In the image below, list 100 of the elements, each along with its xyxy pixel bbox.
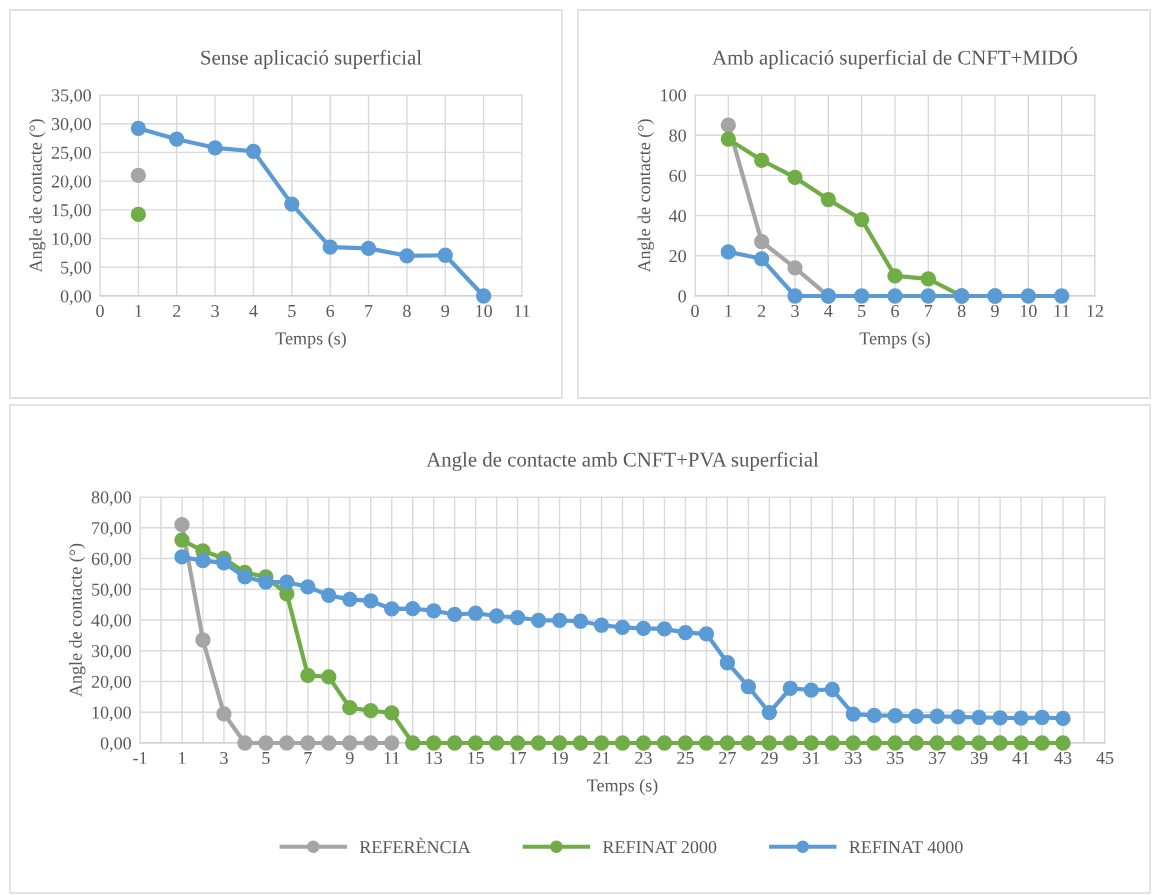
point bbox=[342, 591, 358, 608]
point bbox=[1034, 735, 1050, 751]
point bbox=[437, 247, 453, 263]
x-tick-label: 9 bbox=[441, 304, 450, 318]
x-axis-title: Temps (s) bbox=[859, 331, 930, 349]
x-tick-label: 9 bbox=[991, 304, 999, 318]
x-tick-label: 23 bbox=[635, 751, 652, 765]
point bbox=[929, 708, 945, 724]
point bbox=[321, 735, 337, 751]
x-tick-label: 5 bbox=[262, 752, 270, 765]
x-axis-title: Temps (s) bbox=[587, 778, 658, 796]
point bbox=[593, 735, 610, 751]
point bbox=[363, 735, 379, 751]
point bbox=[245, 143, 262, 159]
y-tick-label: 10,00 bbox=[92, 706, 131, 722]
point bbox=[1055, 735, 1071, 751]
y-tick-label: 50,00 bbox=[92, 583, 131, 599]
point bbox=[174, 549, 190, 565]
point bbox=[950, 709, 966, 725]
point bbox=[845, 735, 861, 751]
point bbox=[950, 735, 966, 751]
point bbox=[820, 191, 836, 208]
x-tick-label: 3 bbox=[791, 304, 799, 318]
point bbox=[384, 601, 400, 617]
point bbox=[698, 626, 715, 642]
point bbox=[321, 587, 337, 604]
y-tick-label: 60 bbox=[669, 169, 686, 182]
point bbox=[908, 708, 924, 724]
x-tick-label: 5 bbox=[288, 305, 296, 318]
point bbox=[866, 707, 882, 723]
point bbox=[761, 735, 777, 751]
point bbox=[342, 735, 358, 751]
point bbox=[754, 234, 770, 250]
point bbox=[258, 574, 274, 590]
x-tick-label: 31 bbox=[803, 751, 820, 765]
point bbox=[300, 579, 316, 595]
x-tick-label: 25 bbox=[677, 751, 694, 765]
point bbox=[405, 600, 421, 617]
x-tick-label: 43 bbox=[1054, 751, 1072, 765]
x-tick-label: 15 bbox=[468, 751, 484, 765]
y-tick-label: 80 bbox=[669, 129, 686, 142]
point bbox=[1013, 735, 1029, 751]
y-tick-label: 60,00 bbox=[91, 552, 131, 568]
point bbox=[719, 655, 736, 671]
point bbox=[279, 735, 295, 751]
x-tick-label: 12 bbox=[1087, 304, 1104, 317]
point bbox=[405, 735, 421, 751]
y-tick-label: 40 bbox=[668, 209, 686, 223]
x-tick-label: 6 bbox=[891, 304, 899, 318]
point bbox=[845, 706, 861, 722]
point bbox=[854, 288, 870, 304]
point bbox=[1055, 710, 1071, 727]
y-tick-label: 80,00 bbox=[91, 491, 131, 507]
point bbox=[787, 169, 803, 186]
point bbox=[1013, 710, 1029, 726]
point bbox=[237, 569, 253, 585]
point bbox=[488, 735, 505, 751]
x-tick-label: 33 bbox=[845, 751, 862, 765]
point bbox=[754, 251, 770, 267]
point bbox=[761, 704, 777, 721]
point bbox=[656, 621, 673, 637]
point bbox=[1054, 288, 1070, 304]
point bbox=[720, 244, 736, 260]
x-tick-label: 39 bbox=[970, 751, 988, 765]
y-tick-label: 5,00 bbox=[61, 261, 91, 277]
point bbox=[300, 667, 316, 683]
y-tick-label: 25,00 bbox=[51, 146, 91, 162]
x-tick-label: 3 bbox=[220, 751, 228, 765]
point bbox=[363, 593, 379, 609]
point bbox=[174, 532, 190, 548]
point bbox=[363, 703, 379, 719]
x-tick-label: 35 bbox=[887, 751, 904, 765]
y-tick-label: 0,00 bbox=[100, 737, 131, 753]
chart-title: Sense aplicació superficial bbox=[201, 49, 422, 69]
x-tick-label: 11 bbox=[1054, 304, 1070, 317]
point bbox=[593, 617, 610, 633]
y-tick-label: 10,00 bbox=[52, 232, 91, 248]
x-tick-label: 29 bbox=[761, 751, 778, 765]
point bbox=[237, 735, 253, 751]
point bbox=[887, 268, 903, 284]
x-tick-label: 37 bbox=[929, 751, 946, 765]
point bbox=[803, 682, 819, 698]
point bbox=[782, 735, 798, 751]
y-axis-title: Angle de contacte (°) bbox=[637, 119, 655, 273]
point bbox=[635, 735, 652, 751]
x-tick-label: 9 bbox=[345, 751, 354, 765]
y-tick-label: 0,00 bbox=[60, 290, 91, 306]
point bbox=[207, 140, 223, 156]
point bbox=[720, 117, 736, 133]
point bbox=[740, 679, 757, 695]
point bbox=[824, 735, 840, 751]
point bbox=[656, 735, 673, 751]
x-tick-label: 13 bbox=[426, 751, 443, 765]
point bbox=[992, 735, 1008, 751]
y-tick-label: 100 bbox=[661, 89, 686, 102]
point bbox=[920, 288, 936, 304]
y-tick-label: 70,00 bbox=[92, 522, 131, 537]
point bbox=[803, 735, 819, 751]
x-tick-label: 1 bbox=[135, 304, 142, 317]
y-tick-label: 30,00 bbox=[51, 117, 91, 133]
